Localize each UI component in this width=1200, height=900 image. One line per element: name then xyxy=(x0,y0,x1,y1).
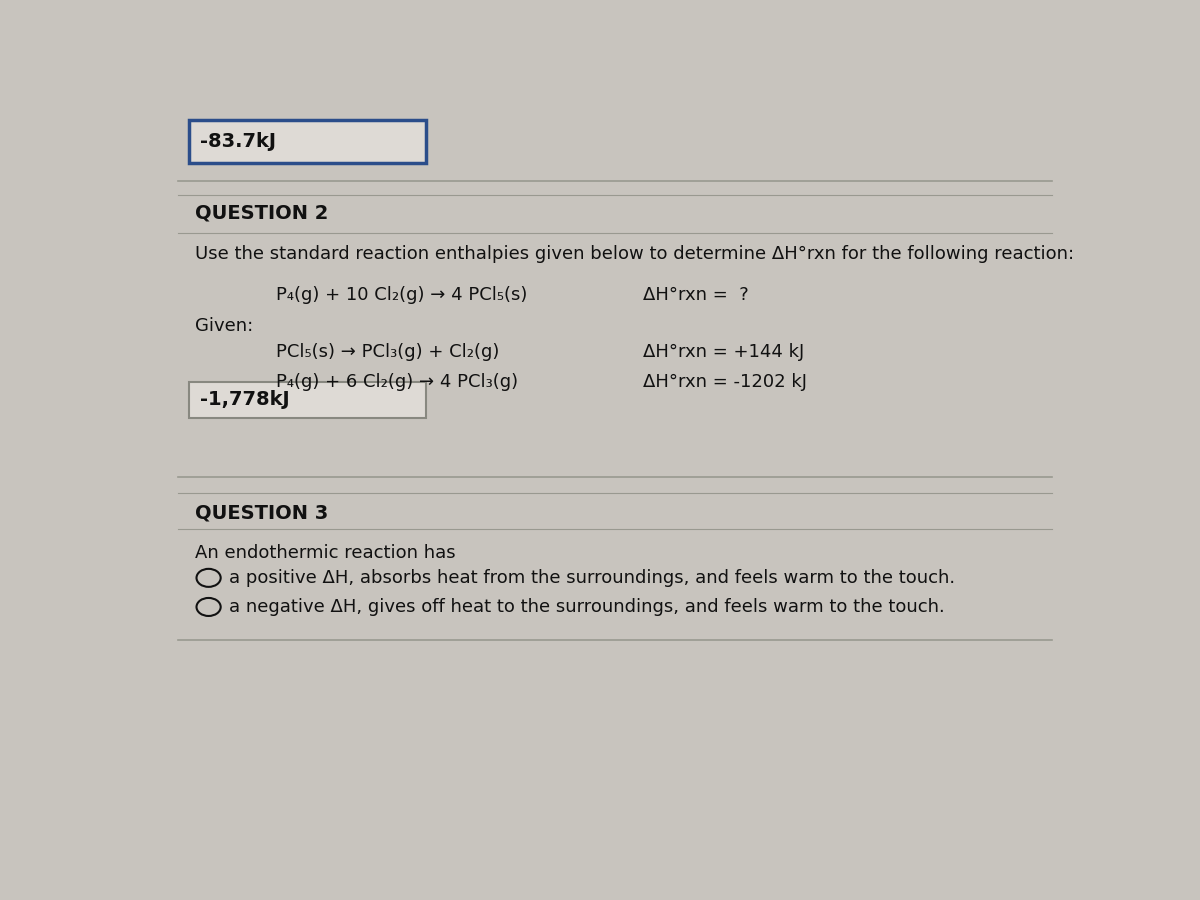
Text: a positive ΔH, absorbs heat from the surroundings, and feels warm to the touch.: a positive ΔH, absorbs heat from the sur… xyxy=(229,569,955,587)
Text: P₄(g) + 6 Cl₂(g) → 4 PCl₃(g): P₄(g) + 6 Cl₂(g) → 4 PCl₃(g) xyxy=(276,373,517,391)
Text: ΔH°rxn =  ?: ΔH°rxn = ? xyxy=(643,286,749,304)
Text: ΔH°rxn = +144 kJ: ΔH°rxn = +144 kJ xyxy=(643,343,804,361)
Text: An endothermic reaction has: An endothermic reaction has xyxy=(194,544,455,562)
Text: Given:: Given: xyxy=(194,318,253,336)
Text: Use the standard reaction enthalpies given below to determine ΔH°rxn for the fol: Use the standard reaction enthalpies giv… xyxy=(194,245,1074,263)
Text: a negative ΔH, gives off heat to the surroundings, and feels warm to the touch.: a negative ΔH, gives off heat to the sur… xyxy=(229,598,944,616)
Text: QUESTION 3: QUESTION 3 xyxy=(194,504,328,523)
Text: -83.7kJ: -83.7kJ xyxy=(200,132,276,151)
FancyBboxPatch shape xyxy=(190,382,426,418)
FancyBboxPatch shape xyxy=(190,121,426,164)
Text: QUESTION 2: QUESTION 2 xyxy=(194,203,328,223)
Text: PCl₅(s) → PCl₃(g) + Cl₂(g): PCl₅(s) → PCl₃(g) + Cl₂(g) xyxy=(276,343,499,361)
Text: -1,778kJ: -1,778kJ xyxy=(200,391,290,410)
Text: P₄(g) + 10 Cl₂(g) → 4 PCl₅(s): P₄(g) + 10 Cl₂(g) → 4 PCl₅(s) xyxy=(276,286,527,304)
Text: ΔH°rxn = -1202 kJ: ΔH°rxn = -1202 kJ xyxy=(643,373,806,391)
